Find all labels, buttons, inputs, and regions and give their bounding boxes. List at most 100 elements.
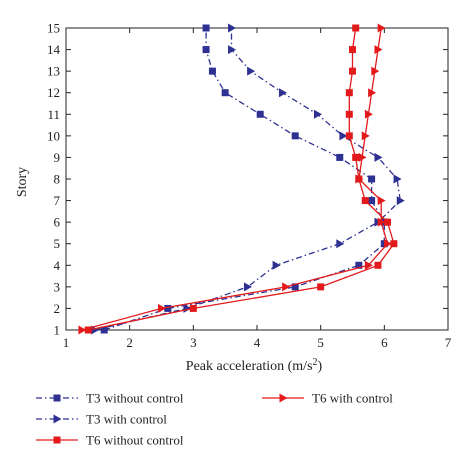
data-point — [355, 261, 363, 269]
data-point — [364, 109, 373, 119]
legend-item: T3 without control — [36, 391, 184, 406]
y-tick-label: 4 — [54, 258, 61, 273]
y-tick-label: 13 — [47, 64, 60, 79]
data-point — [272, 260, 281, 270]
data-point — [345, 89, 353, 97]
data-point — [349, 67, 356, 75]
data-point — [349, 46, 356, 54]
data-point — [78, 325, 87, 335]
data-point — [243, 282, 252, 292]
y-tick-label: 9 — [54, 150, 61, 165]
x-tick-label: 4 — [254, 335, 261, 350]
data-point — [291, 283, 299, 291]
data-point — [91, 325, 100, 335]
data-point — [183, 303, 192, 313]
x-tick-label: 5 — [317, 335, 324, 350]
y-tick-label: 2 — [54, 301, 61, 316]
data-point — [228, 45, 237, 55]
data-point — [317, 283, 325, 291]
x-tick-label: 3 — [190, 335, 197, 350]
legend: T3 without control T3 with control T6 with… — [36, 391, 393, 448]
plot-frame — [65, 27, 449, 331]
x-tick-label: 7 — [445, 335, 452, 350]
y-tick-label: 8 — [54, 172, 61, 187]
data-point — [158, 303, 166, 313]
legend-marker — [53, 394, 61, 402]
y-tick-label: 3 — [54, 279, 61, 294]
data-point — [164, 304, 172, 312]
data-point — [291, 132, 299, 140]
x-tick-label: 2 — [126, 335, 133, 350]
series-line — [81, 27, 389, 331]
data-point — [345, 132, 353, 140]
data-point — [256, 110, 264, 118]
y-tick-label: 7 — [54, 193, 61, 208]
data-point — [393, 174, 402, 184]
data-point — [202, 24, 210, 32]
data-point — [374, 152, 383, 162]
legend-marker — [279, 393, 288, 403]
data-point — [368, 175, 376, 183]
data-point — [339, 131, 348, 141]
legend-label: T3 with control — [86, 412, 167, 427]
data-point — [368, 197, 376, 205]
data-point — [208, 67, 216, 75]
data-point — [100, 326, 108, 334]
data-point — [278, 88, 287, 98]
data-point — [228, 23, 237, 33]
legend-label: T3 without control — [86, 391, 184, 406]
data-point — [377, 23, 386, 33]
series-line — [88, 27, 395, 331]
data-point — [247, 66, 256, 76]
data-point — [390, 240, 398, 248]
y-tick-label: 6 — [54, 215, 61, 230]
data-point — [374, 261, 382, 269]
legend-label: T6 with control — [312, 391, 393, 406]
series-2 — [84, 24, 398, 334]
data-point — [336, 239, 345, 249]
y-tick-label: 1 — [54, 323, 61, 338]
y-tick-label: 11 — [47, 107, 60, 122]
data-point — [361, 131, 370, 141]
data-point — [202, 46, 210, 54]
data-point — [84, 326, 92, 334]
series-line — [94, 28, 401, 331]
series-0 — [100, 24, 388, 334]
legend-item: T6 with control — [262, 391, 393, 406]
series-3 — [78, 23, 393, 335]
data-point — [368, 88, 377, 98]
y-tick-label: 12 — [47, 85, 60, 100]
data-point — [189, 304, 197, 312]
data-point — [374, 45, 383, 55]
y-axis-label: Story — [15, 167, 30, 197]
data-point — [336, 153, 344, 161]
x-tick-label: 6 — [381, 335, 388, 350]
y-tick-label: 5 — [54, 236, 61, 251]
legend-item: T3 with control — [36, 412, 167, 427]
data-point — [313, 109, 322, 119]
data-point — [377, 196, 386, 206]
plot-area — [65, 27, 449, 331]
legend-marker — [53, 436, 61, 444]
data-point — [384, 239, 393, 249]
data-point — [384, 218, 392, 226]
data-point — [345, 110, 353, 118]
legend-label: T6 without control — [86, 433, 184, 448]
data-point — [221, 89, 229, 97]
data-point — [371, 66, 380, 76]
x-axis-label: Peak acceleration (m/s2) — [186, 357, 323, 374]
data-point — [352, 24, 360, 32]
data-point — [358, 152, 367, 162]
data-point — [352, 153, 360, 161]
legend-marker — [53, 414, 62, 424]
data-point — [377, 217, 386, 227]
x-tick-label: 1 — [63, 335, 70, 350]
data-point — [364, 260, 373, 270]
series-layer — [78, 23, 405, 335]
data-point — [355, 174, 364, 184]
data-point — [396, 196, 405, 206]
legend-item: T6 without control — [36, 433, 184, 448]
data-point — [282, 282, 291, 292]
